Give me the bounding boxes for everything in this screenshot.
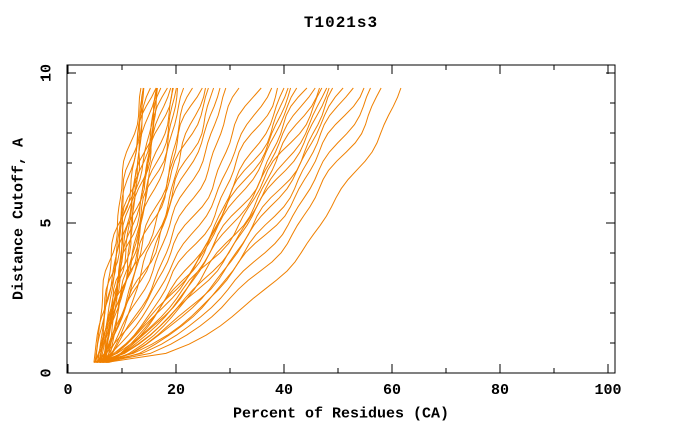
- accuracy-curve: [102, 87, 227, 363]
- accuracy-curve: [106, 87, 320, 363]
- accuracy-curve: [95, 87, 262, 363]
- accuracy-curve: [108, 87, 177, 363]
- accuracy-curve: [108, 87, 354, 363]
- accuracy-curve: [102, 87, 334, 363]
- accuracy-curve: [105, 87, 240, 363]
- axis-ticks: [67, 65, 615, 374]
- accuracy-curve: [105, 87, 402, 363]
- axis-frame: [66, 64, 616, 374]
- accuracy-curve: [93, 87, 323, 363]
- y-tick-label: 0: [38, 368, 56, 378]
- accuracy-curve: [103, 87, 173, 363]
- accuracy-curve: [98, 87, 273, 363]
- accuracy-curve: [94, 87, 209, 363]
- accuracy-curve: [95, 87, 157, 363]
- chart-title: T1021s3: [303, 14, 379, 32]
- y-tick-label: 10: [38, 63, 56, 83]
- accuracy-curve: [98, 87, 298, 363]
- accuracy-curve: [107, 87, 289, 363]
- x-tick-label: 80: [490, 382, 510, 399]
- accuracy-curve: [102, 87, 382, 363]
- accuracy-curve: [101, 87, 308, 363]
- accuracy-curve: [99, 87, 221, 363]
- x-tick-label: 100: [594, 382, 622, 399]
- accuracy-curve: [96, 87, 168, 363]
- accuracy-curve: [97, 87, 215, 363]
- accuracy-curve: [101, 87, 278, 363]
- y-tick-label: 5: [38, 218, 56, 228]
- accuracy-curve: [99, 87, 371, 363]
- accuracy-curve: [96, 87, 365, 363]
- x-tick-label: 40: [274, 382, 294, 399]
- accuracy-curve: [105, 87, 344, 363]
- curve-lines: [93, 87, 402, 363]
- x-tick-label: 0: [63, 382, 73, 399]
- accuracy-curve: [103, 87, 316, 363]
- accuracy-curve: [99, 87, 330, 363]
- x-tick-label: 60: [382, 382, 402, 399]
- x-tick-label: 20: [166, 382, 186, 399]
- accuracy-curve: [97, 87, 185, 363]
- accuracy-curve: [93, 87, 162, 363]
- x-axis-label: Percent of Residues (CA): [232, 405, 450, 423]
